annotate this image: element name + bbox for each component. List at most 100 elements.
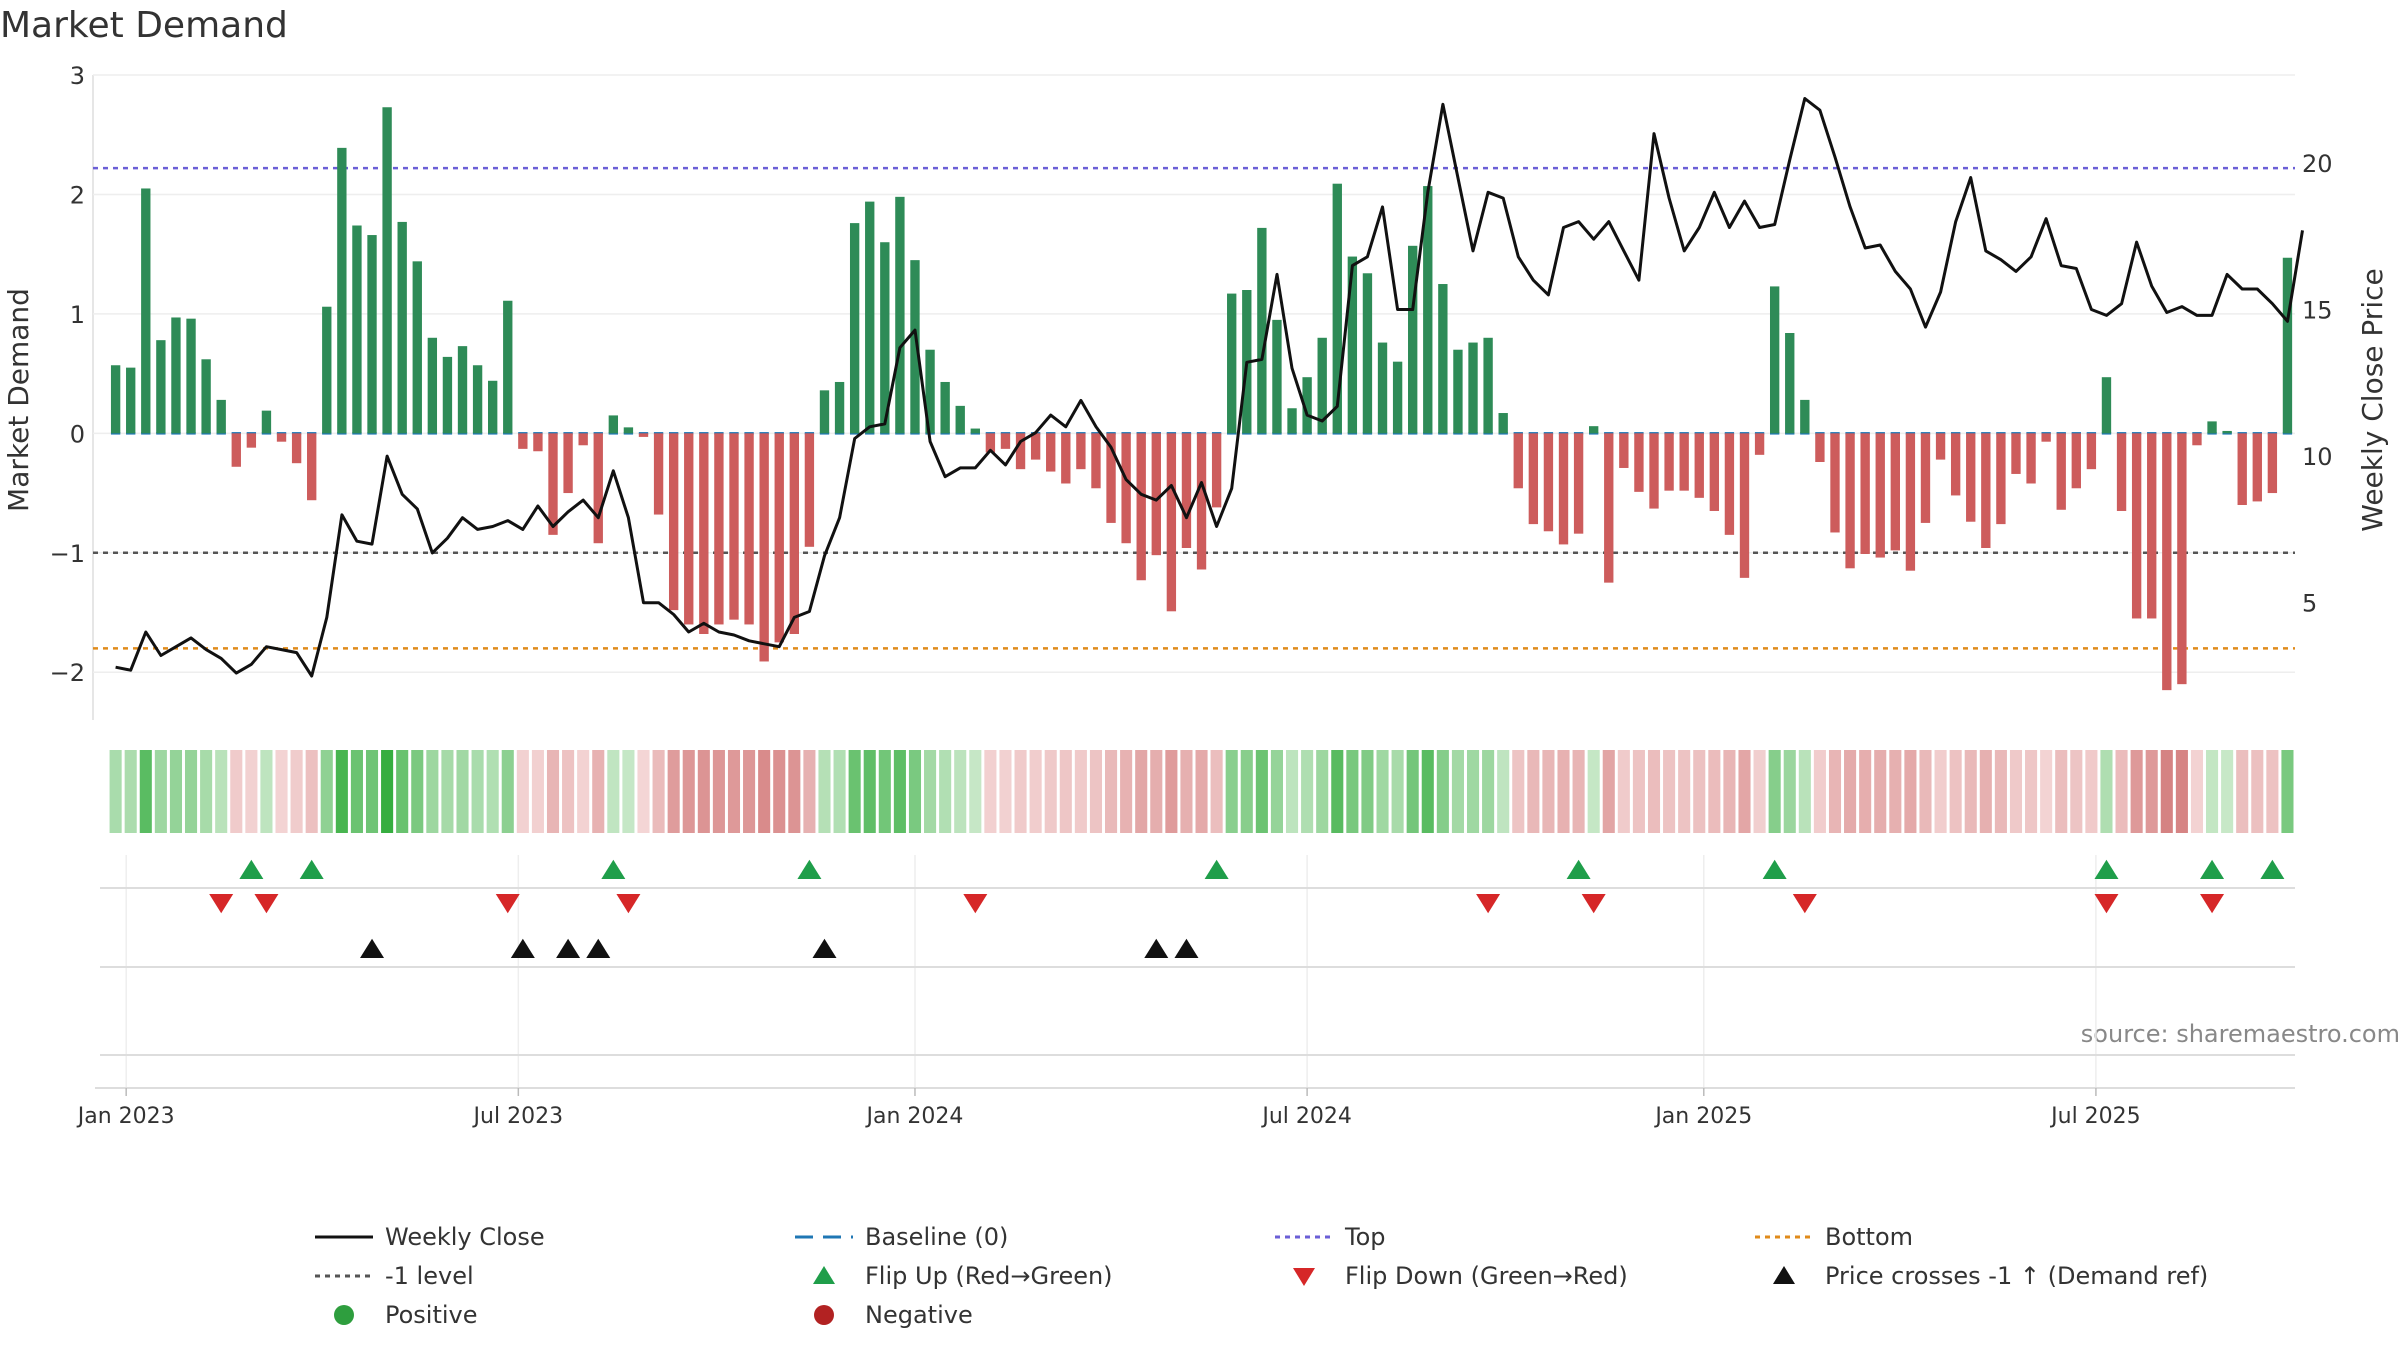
demand-bar [1981, 433, 1991, 548]
heat-cell [350, 750, 363, 833]
heat-cell [1602, 750, 1615, 833]
demand-bar [1966, 433, 1976, 522]
heat-cell [1678, 750, 1691, 833]
heat-cell [908, 750, 922, 833]
heat-cell [1844, 750, 1857, 833]
heat-cell [637, 750, 650, 833]
demand-bar [2071, 433, 2081, 489]
demand-bar [1920, 433, 1931, 523]
demand-bar [1030, 433, 1041, 460]
heat-cell [1240, 750, 1253, 833]
heat-cell [1331, 750, 1344, 833]
demand-bar [714, 433, 724, 625]
flip-up-marker [1204, 859, 1229, 879]
demand-bar [1483, 337, 1493, 434]
demand-bar [774, 433, 784, 643]
legend-item: Flip Up (Red→Green) [813, 1262, 1113, 1290]
heat-cell [954, 750, 967, 833]
demand-bar [171, 317, 181, 434]
demand-bar [2086, 433, 2097, 470]
demand-bar [291, 433, 302, 464]
flip-up-marker [2260, 859, 2285, 879]
legend-label: Bottom [1825, 1223, 1913, 1251]
heat-cell [411, 750, 424, 833]
legend-label: Price crosses -1 ↑ (Demand ref) [1825, 1262, 2208, 1290]
legend-swatch [813, 1266, 835, 1284]
heat-cell [1044, 750, 1057, 833]
legend-label: Top [1344, 1223, 1386, 1251]
demand-bar [1860, 433, 1870, 554]
demand-bar [2222, 430, 2232, 434]
heat-cell [1889, 750, 1902, 833]
heat-cell [1542, 750, 1555, 833]
heat-cell [999, 750, 1012, 833]
heat-cell [652, 750, 665, 833]
demand-bar [1619, 433, 1629, 468]
legend-label: Positive [385, 1301, 478, 1329]
y-tick-label: 0 [70, 420, 85, 448]
flip-up-marker [601, 859, 626, 879]
demand-bar [488, 380, 498, 434]
demand-bar [1453, 349, 1463, 434]
heat-cell [2190, 750, 2204, 833]
demand-bar [548, 433, 558, 535]
x-tick-labels: Jan 2023 Jul 2023 Jan 2024 Jul 2024 Jan 2025… [76, 1088, 2141, 1129]
demand-bar [1573, 433, 1584, 534]
heat-cell [1361, 750, 1374, 833]
heat-cell [1617, 750, 1630, 833]
demand-bar [1739, 433, 1750, 578]
price-cross-marker [1174, 938, 1199, 958]
demand-bar [895, 196, 905, 434]
y-axis-label: Market Demand [2, 288, 35, 512]
heat-cell [1813, 750, 1826, 833]
heat-cell [682, 750, 695, 833]
demand-bar [1664, 433, 1674, 491]
heat-cell [2100, 750, 2113, 833]
grid-lines [92, 74, 2295, 1088]
demand-bar [337, 147, 347, 434]
demand-bar [1211, 433, 1222, 508]
flip-down-marker [963, 894, 988, 914]
heat-cell [1512, 750, 1525, 833]
heat-cell [607, 750, 620, 833]
demand-bar [1227, 293, 1237, 434]
demand-bar [819, 390, 830, 434]
heat-cell [1994, 750, 2007, 833]
heat-cell [2160, 750, 2173, 833]
demand-bar [1845, 433, 1855, 569]
price-cross-marker [360, 938, 385, 958]
heat-cell [1587, 750, 1600, 833]
y-tick-label: 3 [70, 62, 85, 90]
demand-bar [1302, 377, 1312, 434]
heat-cell [984, 750, 997, 833]
demand-bar [2162, 433, 2172, 691]
demand-bar [699, 433, 709, 634]
legend-swatch [1293, 1268, 1315, 1286]
heat-cell [1723, 750, 1736, 833]
heat-cell [1964, 750, 1977, 833]
heat-cell [1180, 750, 1193, 833]
heat-cell [1074, 750, 1087, 833]
y2-tick-labels: 20 15 10 5 [2302, 150, 2333, 618]
heat-cell [1663, 750, 1676, 833]
demand-bar [940, 381, 950, 434]
demand-bar [2282, 257, 2293, 434]
demand-bar [2207, 421, 2217, 434]
demand-bar [955, 405, 965, 434]
demand-bar [2252, 433, 2262, 502]
demand-bar [2116, 433, 2127, 511]
heat-cell [1738, 750, 1751, 833]
demand-bar [834, 381, 845, 434]
heat-cell [562, 750, 575, 833]
heat-cell [712, 750, 725, 833]
legend: Weekly Close Baseline (0) Top Bottom -1 leve… [315, 1223, 2208, 1329]
y2-tick-label: 5 [2302, 590, 2317, 618]
demand-bar [503, 300, 513, 434]
heat-cell [743, 750, 756, 833]
heat-cell [1135, 750, 1148, 833]
signal-rows [95, 859, 2295, 1089]
demand-bar [2101, 377, 2112, 434]
heat-cell [1557, 750, 1570, 833]
legend-item: Flip Down (Green→Red) [1293, 1262, 1628, 1290]
